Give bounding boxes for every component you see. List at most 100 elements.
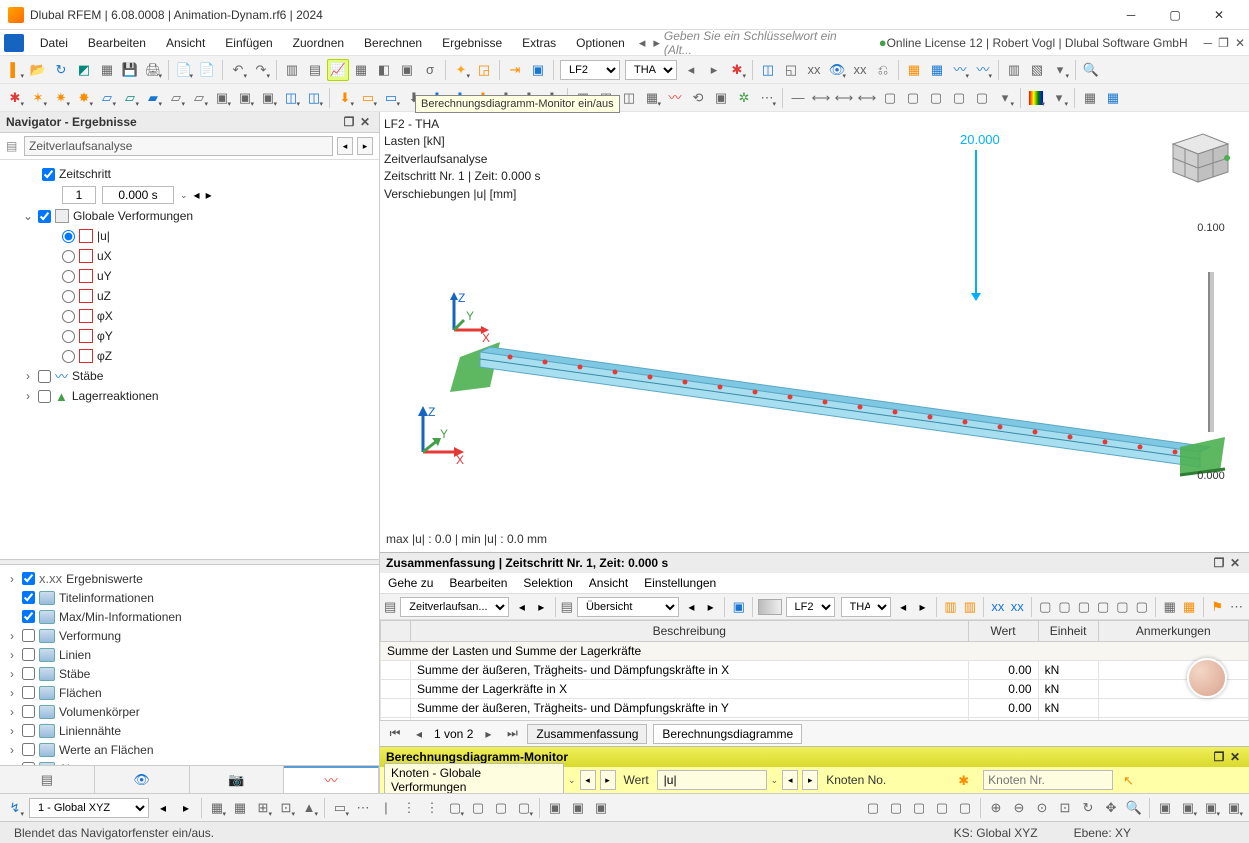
- table-row[interactable]: Summe der Lagerkräfte in X0.00kN: [381, 680, 1249, 699]
- sm-tool-8[interactable]: ▢: [1095, 596, 1112, 618]
- protocol-button[interactable]: ◧: [373, 59, 395, 81]
- line-tool-2[interactable]: ✷: [50, 87, 72, 109]
- timestep-index-input[interactable]: [62, 186, 96, 204]
- close-button[interactable]: ✕: [1197, 0, 1241, 30]
- timestep-check[interactable]: [42, 168, 55, 181]
- cube-button[interactable]: ▣: [527, 59, 549, 81]
- bt-r14[interactable]: ▣: [1177, 797, 1199, 819]
- wave-btn-2[interactable]: 〰: [972, 59, 994, 81]
- nav-tab-data[interactable]: ▤: [0, 766, 95, 794]
- timestep-dropdown-icon[interactable]: ⌄: [180, 190, 188, 201]
- lager-expand[interactable]: ›: [22, 389, 34, 403]
- monitor-type-combo[interactable]: Knoten - Globale Verformungen: [384, 763, 564, 797]
- staebe-expand[interactable]: ›: [22, 369, 34, 383]
- sm-tool-6[interactable]: ▢: [1056, 596, 1073, 618]
- sm-btn-1[interactable]: ▣: [730, 596, 747, 618]
- render-tool[interactable]: ▾: [994, 87, 1016, 109]
- script-button[interactable]: ▣: [396, 59, 418, 81]
- search-prev-icon[interactable]: ◂: [639, 36, 646, 49]
- grid-btn-1[interactable]: ▦: [903, 59, 925, 81]
- analysis-next[interactable]: ▸: [357, 137, 373, 155]
- cs-prev[interactable]: ◂: [152, 797, 174, 819]
- sm-tool-2[interactable]: ▥: [961, 596, 978, 618]
- grid-tool-2[interactable]: ▦: [1102, 87, 1124, 109]
- dim-tool-3[interactable]: ⟷: [833, 87, 855, 109]
- cs-next[interactable]: ▸: [175, 797, 197, 819]
- sm-tool-11[interactable]: ▦: [1161, 596, 1178, 618]
- analysis-prev[interactable]: ◂: [337, 137, 353, 155]
- bt-4[interactable]: ⊡: [275, 797, 297, 819]
- bt-r2[interactable]: ▢: [885, 797, 907, 819]
- misc-tool-1[interactable]: ▾: [1048, 87, 1070, 109]
- surface-tool-4[interactable]: ▱: [165, 87, 187, 109]
- refresh-button[interactable]: ↻: [50, 59, 72, 81]
- menu-extras[interactable]: Extras: [512, 33, 566, 53]
- def-u-radio[interactable]: [62, 230, 75, 243]
- def-uy-radio[interactable]: [62, 270, 75, 283]
- bt-14[interactable]: ▢: [513, 797, 535, 819]
- redo-button[interactable]: ↷: [250, 59, 272, 81]
- ov-prev[interactable]: ◂: [683, 596, 700, 618]
- bt-r4[interactable]: ▢: [931, 797, 953, 819]
- pick-node-icon[interactable]: ✱: [958, 774, 969, 787]
- extra-btn-3[interactable]: ▾: [1049, 59, 1071, 81]
- disp-chk-7[interactable]: [22, 705, 35, 718]
- bt-13[interactable]: ▢: [490, 797, 512, 819]
- view-btn-2[interactable]: ◱: [780, 59, 802, 81]
- grid-tool-1[interactable]: ▦: [1079, 87, 1101, 109]
- bt-6[interactable]: ▭: [329, 797, 351, 819]
- node-tool[interactable]: ✱: [4, 87, 26, 109]
- bt-9[interactable]: ⋮: [398, 797, 420, 819]
- viewport[interactable]: LF2 - THA Lasten [kN] Zeitverlaufsanalys…: [380, 112, 1249, 552]
- analysis-combo[interactable]: THA: [625, 60, 677, 80]
- sm-lc-combo[interactable]: LF2: [786, 597, 835, 617]
- def-phx-radio[interactable]: [62, 310, 75, 323]
- open-tool-2[interactable]: ◫: [303, 87, 325, 109]
- surface-tool-1[interactable]: ▱: [96, 87, 118, 109]
- sm-lc-prev[interactable]: ◂: [895, 596, 912, 618]
- disp-chk-5[interactable]: [22, 667, 35, 680]
- summary-close-icon[interactable]: ✕: [1227, 556, 1243, 570]
- cs-combo[interactable]: 1 - Global XYZ: [29, 798, 149, 818]
- sm-next[interactable]: ▸: [533, 596, 550, 618]
- disp-chk-2[interactable]: [22, 610, 35, 623]
- tab-berechnungsdiagramme[interactable]: Berechnungsdiagramme: [653, 724, 802, 744]
- def-phy-radio[interactable]: [62, 330, 75, 343]
- snap-tool-3[interactable]: ▢: [925, 87, 947, 109]
- bt-5[interactable]: ▲: [298, 797, 320, 819]
- stats-button[interactable]: σ: [419, 59, 441, 81]
- monitor-value-combo[interactable]: |u|: [657, 770, 767, 790]
- snap-tool-1[interactable]: ▢: [879, 87, 901, 109]
- dim-tool-2[interactable]: ⟷: [810, 87, 832, 109]
- bt-8[interactable]: |: [375, 797, 397, 819]
- search-hint[interactable]: Geben Sie ein Schlüsselwort ein (Alt...: [664, 29, 867, 57]
- sm-type-combo[interactable]: Zeitverlaufsan...: [400, 597, 509, 617]
- timestep-prev[interactable]: ◂: [194, 188, 200, 202]
- wave-btn-1[interactable]: 〰: [949, 59, 971, 81]
- cs-icon[interactable]: ↯: [4, 797, 26, 819]
- load-tool-3[interactable]: ▭: [380, 87, 402, 109]
- bt-r1[interactable]: ▢: [862, 797, 884, 819]
- bt-r7[interactable]: ⊖: [1008, 797, 1030, 819]
- eye-button[interactable]: 👁: [826, 59, 848, 81]
- bt-r10[interactable]: ↻: [1077, 797, 1099, 819]
- bt-2[interactable]: ▦: [229, 797, 251, 819]
- open-button[interactable]: 📂: [27, 59, 49, 81]
- bt-10[interactable]: ⋮: [421, 797, 443, 819]
- bt-r5[interactable]: ▢: [954, 797, 976, 819]
- bt-15[interactable]: ▣: [544, 797, 566, 819]
- disp-tool-8[interactable]: ✲: [733, 87, 755, 109]
- view-btn-1[interactable]: ◫: [757, 59, 779, 81]
- menu-berechnen[interactable]: Berechnen: [354, 33, 432, 53]
- bt-17[interactable]: ▣: [590, 797, 612, 819]
- bt-r6[interactable]: ⊕: [985, 797, 1007, 819]
- summary-pin-icon[interactable]: ❐: [1211, 556, 1227, 570]
- sm-tool-13[interactable]: ⚑: [1209, 596, 1226, 618]
- surface-tool-5[interactable]: ▱: [188, 87, 210, 109]
- disp-tool-7[interactable]: ▣: [710, 87, 732, 109]
- avatar-icon[interactable]: [1187, 658, 1227, 698]
- table-btn-2[interactable]: ▤: [304, 59, 326, 81]
- sm-tool-14[interactable]: ⋯: [1228, 596, 1245, 618]
- table-row[interactable]: Summe der äußeren, Trägheits- und Dämpfu…: [381, 699, 1249, 718]
- menu-zuordnen[interactable]: Zuordnen: [283, 33, 354, 53]
